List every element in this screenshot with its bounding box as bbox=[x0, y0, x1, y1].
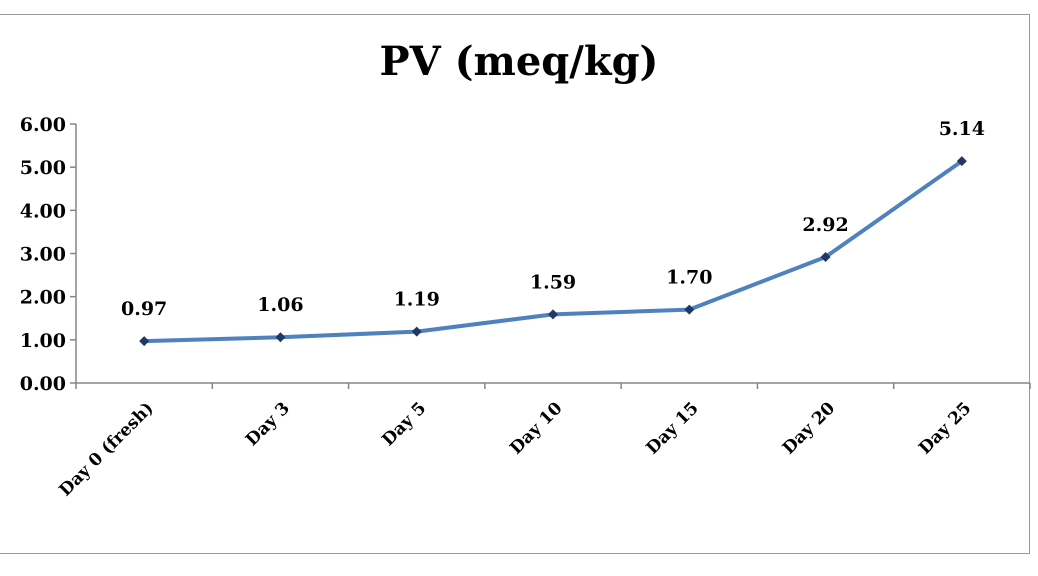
x-tick-label: Day 0 (fresh) bbox=[56, 398, 158, 500]
data-point bbox=[139, 336, 150, 347]
data-point bbox=[684, 304, 695, 315]
x-tick-labels: Day 0 (fresh) Day 3 Day 5 Day 10 Day 15 Day 2… bbox=[56, 398, 976, 500]
y-tick-label: 1.00 bbox=[20, 330, 66, 352]
data-point bbox=[820, 251, 831, 262]
data-label: 1.59 bbox=[530, 271, 576, 293]
y-tick-label: 0.00 bbox=[20, 373, 66, 395]
y-tick-label: 3.00 bbox=[20, 244, 66, 266]
data-label: 1.19 bbox=[394, 289, 440, 311]
data-point bbox=[275, 332, 286, 343]
data-point bbox=[411, 326, 422, 337]
data-label: 1.70 bbox=[666, 267, 712, 289]
x-tick-label: Day 5 bbox=[378, 398, 430, 450]
data-label: 1.06 bbox=[257, 294, 303, 316]
x-tick-label: Day 20 bbox=[779, 398, 839, 458]
y-tick-label: 4.00 bbox=[20, 200, 66, 222]
y-tick-labels: 0.00 1.00 2.00 3.00 4.00 5.00 6.00 bbox=[20, 114, 66, 395]
axes bbox=[70, 123, 1031, 389]
data-label: 2.92 bbox=[802, 214, 848, 236]
y-tick-label: 2.00 bbox=[20, 287, 66, 309]
data-label: 0.97 bbox=[121, 298, 167, 320]
x-tick-label: Day 10 bbox=[506, 398, 566, 458]
x-tick-label: Day 3 bbox=[242, 398, 294, 450]
data-labels: 0.97 1.06 1.19 1.59 1.70 2.92 5.14 bbox=[121, 118, 985, 320]
x-tick-label: Day 25 bbox=[915, 398, 975, 458]
x-tick-label: Day 15 bbox=[643, 398, 703, 458]
chart-frame bbox=[0, 14, 1030, 554]
data-label: 5.14 bbox=[939, 118, 985, 140]
chart-title: PV (meq/kg) bbox=[379, 38, 659, 85]
series-group bbox=[139, 156, 967, 347]
data-point bbox=[956, 156, 967, 167]
y-tick-label: 6.00 bbox=[20, 114, 66, 136]
data-point bbox=[548, 309, 558, 320]
y-tick-label: 5.00 bbox=[20, 157, 66, 179]
